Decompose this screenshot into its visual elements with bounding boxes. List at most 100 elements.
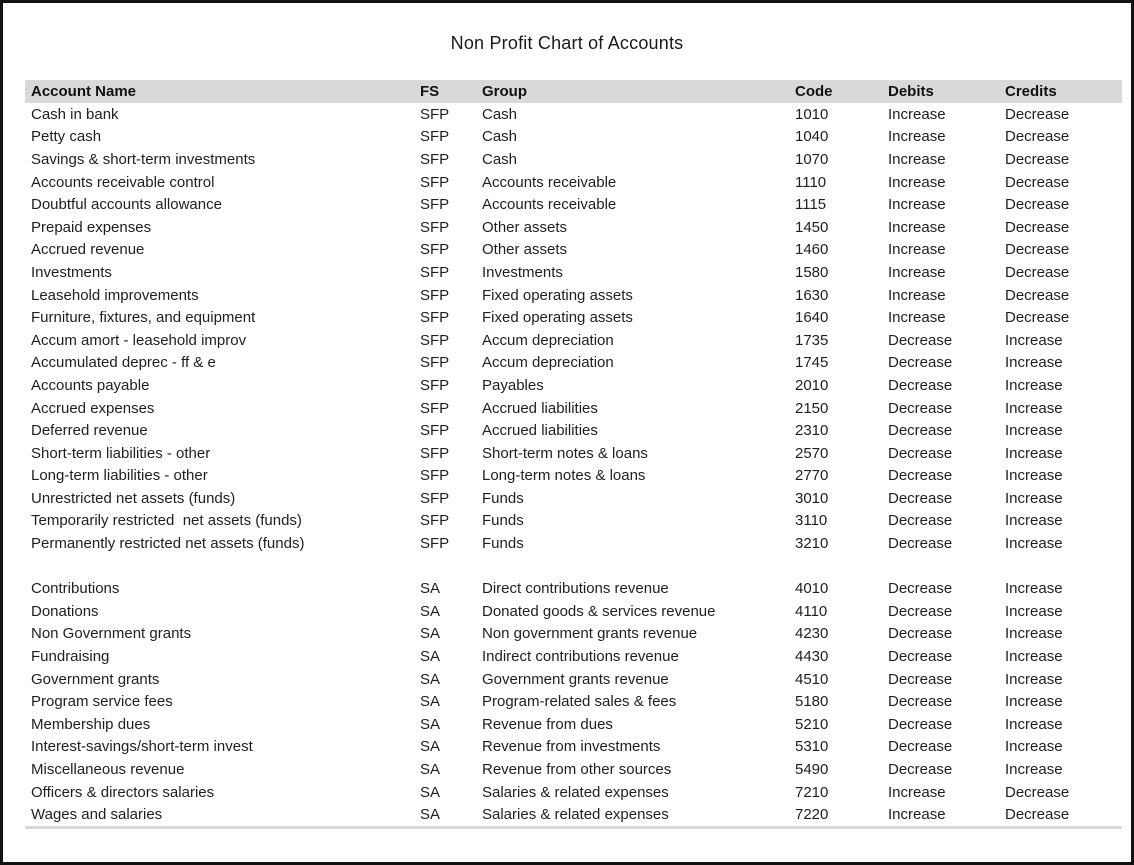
cell-debits: Decrease	[888, 444, 953, 462]
cell-code: 1040	[795, 128, 829, 146]
cell-credits: Increase	[1005, 715, 1063, 733]
cell-credits: Decrease	[1005, 196, 1070, 214]
column-header-account-name: Account Name	[31, 83, 137, 100]
cell-group: Donated goods & services revenue	[482, 602, 716, 620]
cell-code: 3210	[795, 535, 829, 553]
cell-group: Government grants revenue	[482, 670, 669, 688]
cell-debits: Decrease	[888, 693, 953, 711]
cell-credits: Decrease	[1005, 105, 1070, 123]
cell-debits: Decrease	[888, 331, 953, 349]
cell-fs: SFP	[420, 150, 450, 168]
table-row: Program service fees SA Program-related sa…	[25, 690, 1122, 713]
cell-code: 2570	[795, 444, 829, 462]
cell-fs: SFP	[420, 535, 450, 553]
table-row: Government grants SA Government grants rev…	[25, 668, 1122, 691]
table-row: Membership dues SA Revenue from dues 5210 De…	[25, 713, 1122, 736]
cell-group: Cash	[482, 105, 518, 123]
cell-name: Membership dues	[31, 715, 151, 733]
cell-credits: Increase	[1005, 738, 1063, 756]
cell-code: 1110	[795, 173, 827, 191]
cell-name: Leasehold improvements	[31, 286, 199, 304]
cell-name: Accounts receivable control	[31, 173, 215, 191]
cell-debits: Decrease	[888, 535, 953, 553]
cell-name: Government grants	[31, 670, 160, 688]
cell-group: Indirect contributions revenue	[482, 648, 679, 666]
cell-credits: Increase	[1005, 376, 1063, 394]
cell-group: Accum depreciation	[482, 354, 614, 372]
cell-group: Short-term notes & loans	[482, 444, 648, 462]
table-row: Accum amort - leasehold improv SFP Accum d…	[25, 329, 1122, 352]
cell-name: Petty cash	[31, 128, 102, 146]
cell-code: 4230	[795, 625, 829, 643]
table-row: Furniture, fixtures, and equipment SFP Fix…	[25, 306, 1122, 329]
table-row: Leasehold improvements SFP Fixed operating…	[25, 284, 1122, 307]
column-header-debits: Debits	[888, 83, 934, 100]
cell-credits: Decrease	[1005, 286, 1070, 304]
cell-debits: Decrease	[888, 467, 953, 485]
cell-name: Long-term liabilities - other	[31, 467, 208, 485]
cell-credits: Increase	[1005, 648, 1063, 666]
cell-fs: SA	[420, 693, 441, 711]
cell-debits: Decrease	[888, 715, 953, 733]
cell-credits: Increase	[1005, 331, 1063, 349]
cell-code: 2010	[795, 376, 829, 394]
cell-fs: SA	[420, 761, 441, 779]
table-row: Officers & directors salaries SA Salaries …	[25, 781, 1122, 804]
cell-name: Interest-savings/short-term invest	[31, 738, 253, 756]
cell-debits: Increase	[888, 783, 946, 801]
cell-debits: Increase	[888, 128, 946, 146]
cell-group: Accrued liabilities	[482, 422, 598, 440]
cell-name: Prepaid expenses	[31, 218, 152, 236]
cell-group: Cash	[482, 150, 518, 168]
cell-group: Fixed operating assets	[482, 286, 633, 304]
table-row: Accumulated deprec - ff & e SFP Accum depr…	[25, 352, 1122, 375]
table-header-row: Account Name FS Group Code Debits Credit…	[25, 80, 1122, 103]
table-row: Temporarily restricted net assets (funds…	[25, 510, 1122, 533]
table-row: Fundraising SA Indirect contributions reve…	[25, 645, 1122, 668]
cell-debits: Increase	[888, 286, 946, 304]
cell-fs: SA	[420, 783, 441, 801]
table-row: Contributions SA Direct contributions reve…	[25, 577, 1122, 600]
cell-credits: Decrease	[1005, 218, 1070, 236]
cell-name: Donations	[31, 602, 99, 620]
cell-name: Accumulated deprec - ff & e	[31, 354, 216, 372]
cell-code: 5490	[795, 761, 829, 779]
table-row: Permanently restricted net assets (funds…	[25, 532, 1122, 555]
cell-fs: SA	[420, 670, 441, 688]
column-header-group: Group	[482, 83, 527, 100]
table-row: Investments SFP Investments 1580 Increase Dec…	[25, 261, 1122, 284]
cell-credits: Increase	[1005, 399, 1063, 417]
cell-name: Short-term liabilities - other	[31, 444, 211, 462]
table-row: Prepaid expenses SFP Other assets 1450 Incre…	[25, 216, 1122, 239]
cell-code: 4430	[795, 648, 829, 666]
cell-credits: Increase	[1005, 422, 1063, 440]
cell-code: 1580	[795, 263, 829, 281]
cell-credits: Increase	[1005, 467, 1063, 485]
cell-group: Revenue from other sources	[482, 761, 672, 779]
cell-debits: Increase	[888, 218, 946, 236]
cell-credits: Decrease	[1005, 173, 1070, 191]
table-row: Donations SA Donated goods & services reve…	[25, 600, 1122, 623]
cell-name: Non Government grants	[31, 625, 192, 643]
table-row: Accrued revenue SFP Other assets 1460 Increa…	[25, 239, 1122, 262]
table-row: Miscellaneous revenue SA Revenue from othe…	[25, 758, 1122, 781]
cell-code: 4110	[795, 602, 828, 620]
cell-fs: SFP	[420, 422, 450, 440]
cell-debits: Increase	[888, 241, 946, 259]
cell-debits: Decrease	[888, 738, 953, 756]
cell-fs: SA	[420, 738, 441, 756]
cell-credits: Increase	[1005, 354, 1063, 372]
cell-fs: SA	[420, 648, 441, 666]
column-header-fs: FS	[420, 83, 440, 100]
cell-fs: SA	[420, 580, 441, 598]
cell-code: 3010	[795, 489, 829, 507]
cell-debits: Decrease	[888, 761, 953, 779]
cell-credits: Increase	[1005, 670, 1063, 688]
cell-group: Program-related sales & fees	[482, 693, 677, 711]
cell-code: 3110	[795, 512, 828, 530]
cell-credits: Increase	[1005, 693, 1063, 711]
cell-name: Fundraising	[31, 648, 110, 666]
cell-fs: SFP	[420, 512, 450, 530]
cell-credits: Decrease	[1005, 241, 1070, 259]
table-row: Accounts receivable control SFP Accounts r…	[25, 171, 1122, 194]
